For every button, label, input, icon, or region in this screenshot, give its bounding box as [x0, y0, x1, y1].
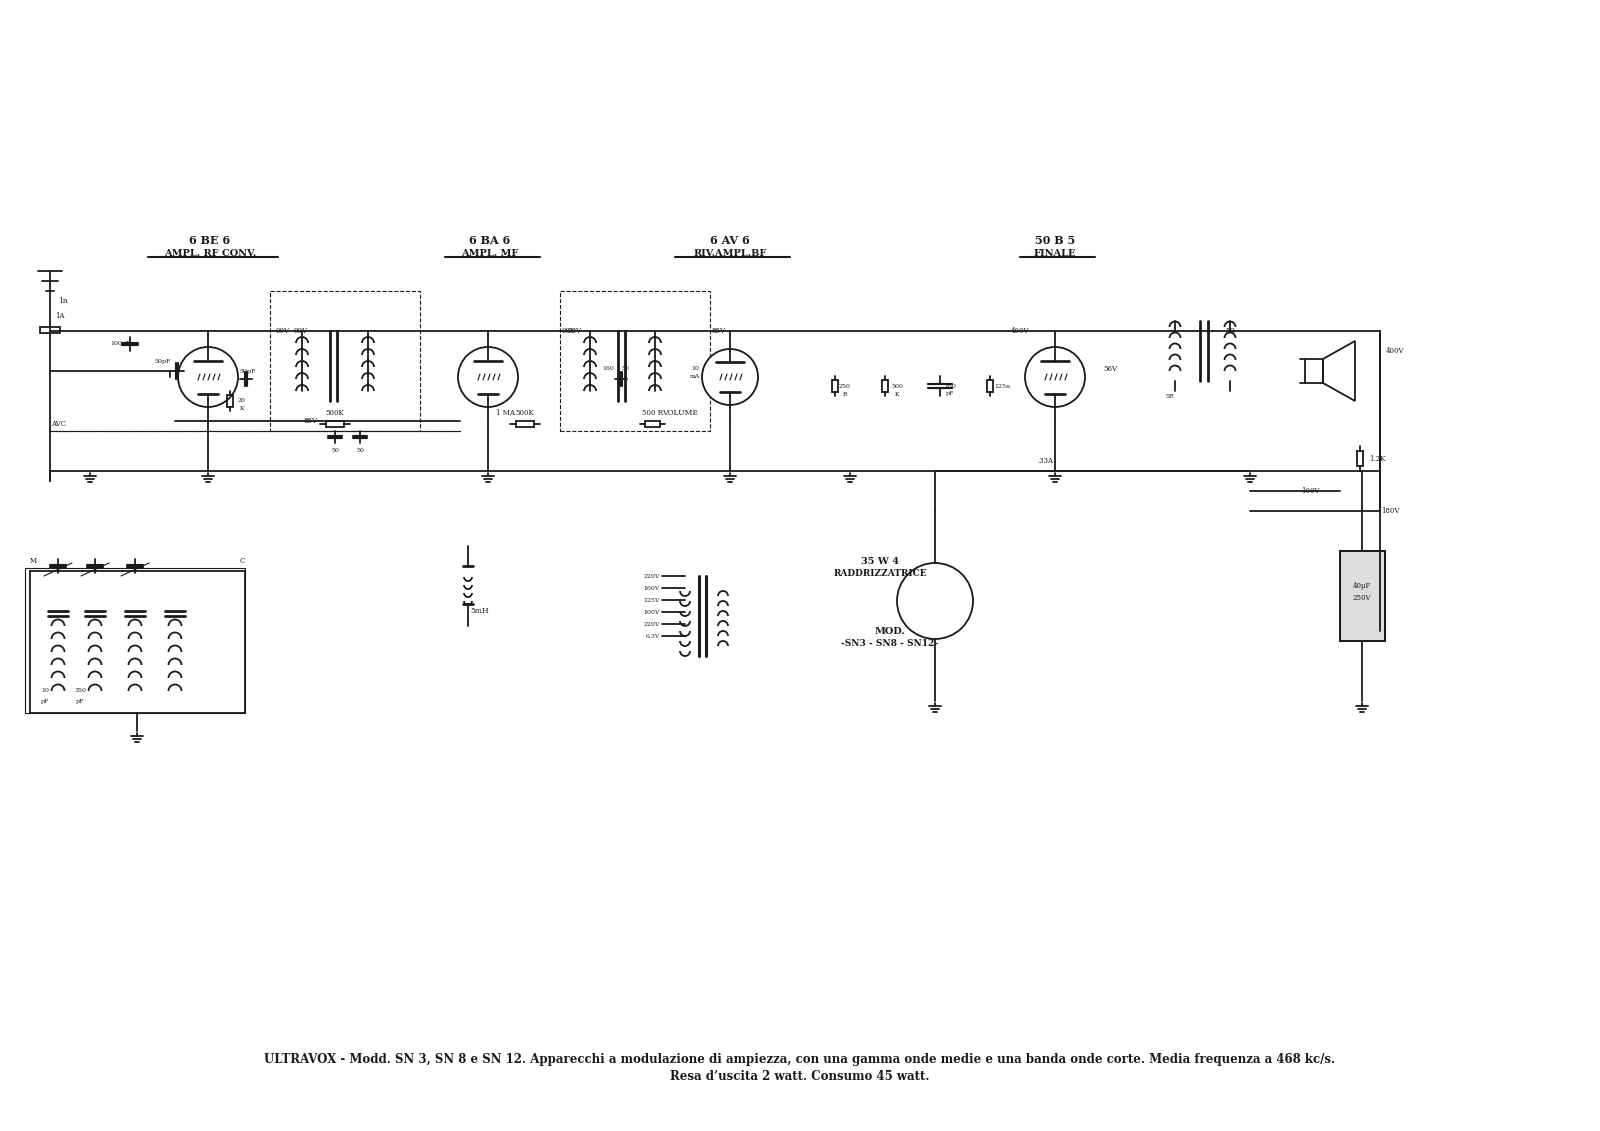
- Circle shape: [702, 349, 758, 405]
- Bar: [26, 568, 245, 713]
- Text: MOD.: MOD.: [875, 627, 906, 636]
- Text: RADDRIZZATRICE: RADDRIZZATRICE: [834, 569, 926, 578]
- Text: 250V: 250V: [1352, 594, 1371, 602]
- Bar: [1306, 359, 1323, 383]
- Text: FINALE: FINALE: [1034, 250, 1077, 259]
- Bar: [987, 380, 994, 392]
- Text: 400V: 400V: [1386, 347, 1405, 355]
- Text: C: C: [240, 556, 245, 566]
- Text: 250: 250: [838, 383, 851, 389]
- Text: 500 R: 500 R: [642, 409, 662, 417]
- Text: 1.2K: 1.2K: [1368, 455, 1386, 463]
- Text: 90V: 90V: [562, 327, 574, 335]
- Text: AMPL. MF: AMPL. MF: [461, 250, 518, 259]
- Bar: [40, 327, 61, 333]
- Bar: [270, 291, 419, 431]
- Text: 125V: 125V: [643, 597, 661, 603]
- Text: 90V: 90V: [568, 327, 582, 335]
- Text: mA: mA: [690, 374, 701, 380]
- Text: pF: pF: [75, 699, 85, 703]
- Bar: [1341, 551, 1386, 641]
- Text: .33A: .33A: [1037, 457, 1053, 465]
- Text: 5mH: 5mH: [470, 607, 490, 615]
- Text: 85V: 85V: [302, 417, 317, 425]
- Text: 35 W 4: 35 W 4: [861, 556, 899, 566]
- Text: 1n: 1n: [58, 297, 67, 305]
- Text: 6 AV 6: 6 AV 6: [710, 235, 750, 247]
- Bar: [832, 380, 838, 392]
- Text: pF: pF: [946, 391, 954, 397]
- Text: 220V: 220V: [643, 622, 661, 627]
- Circle shape: [178, 347, 238, 407]
- Text: 90V: 90V: [293, 327, 307, 335]
- Text: 50pF: 50pF: [155, 360, 171, 364]
- Circle shape: [1026, 347, 1085, 407]
- Text: 220V: 220V: [643, 573, 661, 578]
- Text: 90V: 90V: [277, 327, 290, 335]
- Text: 125n: 125n: [994, 383, 1010, 389]
- Text: 100V: 100V: [1301, 487, 1320, 495]
- Text: AMPL. RF CONV.: AMPL. RF CONV.: [163, 250, 256, 259]
- Text: 160: 160: [944, 383, 955, 389]
- Text: 40μF: 40μF: [1354, 582, 1371, 590]
- Bar: [227, 395, 234, 407]
- Bar: [882, 380, 888, 392]
- Text: 100V: 100V: [643, 610, 661, 614]
- Text: 50: 50: [331, 449, 339, 454]
- Text: M: M: [30, 556, 37, 566]
- Circle shape: [898, 563, 973, 639]
- Text: pF: pF: [42, 699, 50, 703]
- Text: 160: 160: [602, 366, 614, 371]
- Text: 500K: 500K: [515, 409, 534, 417]
- Text: 6.3V: 6.3V: [646, 633, 661, 639]
- Text: 50pF: 50pF: [240, 369, 256, 373]
- Text: ULTRAVOX - Modd. SN 3, SN 8 e SN 12. Apparecchi a modulazione di ampiezza, con u: ULTRAVOX - Modd. SN 3, SN 8 e SN 12. App…: [264, 1053, 1336, 1067]
- Text: 350: 350: [74, 689, 86, 693]
- Text: 6 BA 6: 6 BA 6: [469, 235, 510, 247]
- Text: 85V: 85V: [710, 327, 725, 335]
- Text: 50: 50: [621, 366, 629, 371]
- Bar: [560, 291, 710, 431]
- Text: VOLUME: VOLUME: [662, 409, 698, 417]
- Text: -SN3 - SN8 - SN12-: -SN3 - SN8 - SN12-: [842, 639, 939, 648]
- Text: Resa d’uscita 2 watt. Consumo 45 watt.: Resa d’uscita 2 watt. Consumo 45 watt.: [670, 1070, 930, 1082]
- Text: 50 B 5: 50 B 5: [1035, 235, 1075, 247]
- Text: 10: 10: [691, 366, 699, 371]
- Text: 50: 50: [355, 449, 365, 454]
- Text: 180V: 180V: [1381, 507, 1400, 515]
- Bar: [326, 421, 344, 428]
- Text: AVC: AVC: [51, 420, 66, 428]
- Text: RIV.AMPL.BF: RIV.AMPL.BF: [693, 250, 766, 259]
- Bar: [515, 421, 534, 428]
- Text: K: K: [894, 391, 899, 397]
- Text: 400V: 400V: [1011, 327, 1029, 335]
- Text: 6 BE 6: 6 BE 6: [189, 235, 230, 247]
- Text: 500K: 500K: [326, 409, 344, 417]
- Text: 160V: 160V: [643, 586, 661, 590]
- Text: 500: 500: [891, 383, 902, 389]
- Text: 1 MA: 1 MA: [496, 409, 515, 417]
- Text: 20: 20: [238, 398, 246, 404]
- Text: 5R: 5R: [1166, 394, 1174, 398]
- Text: K: K: [240, 406, 245, 412]
- Bar: [645, 421, 661, 428]
- Text: 1A: 1A: [56, 312, 64, 320]
- Circle shape: [458, 347, 518, 407]
- Text: 10: 10: [42, 689, 50, 693]
- Text: 56V: 56V: [1102, 365, 1117, 373]
- Bar: [1341, 551, 1386, 641]
- Text: R: R: [843, 391, 848, 397]
- Text: 100pF: 100pF: [110, 340, 130, 345]
- Bar: [1357, 451, 1363, 466]
- Text: 5R: 5R: [1226, 327, 1235, 335]
